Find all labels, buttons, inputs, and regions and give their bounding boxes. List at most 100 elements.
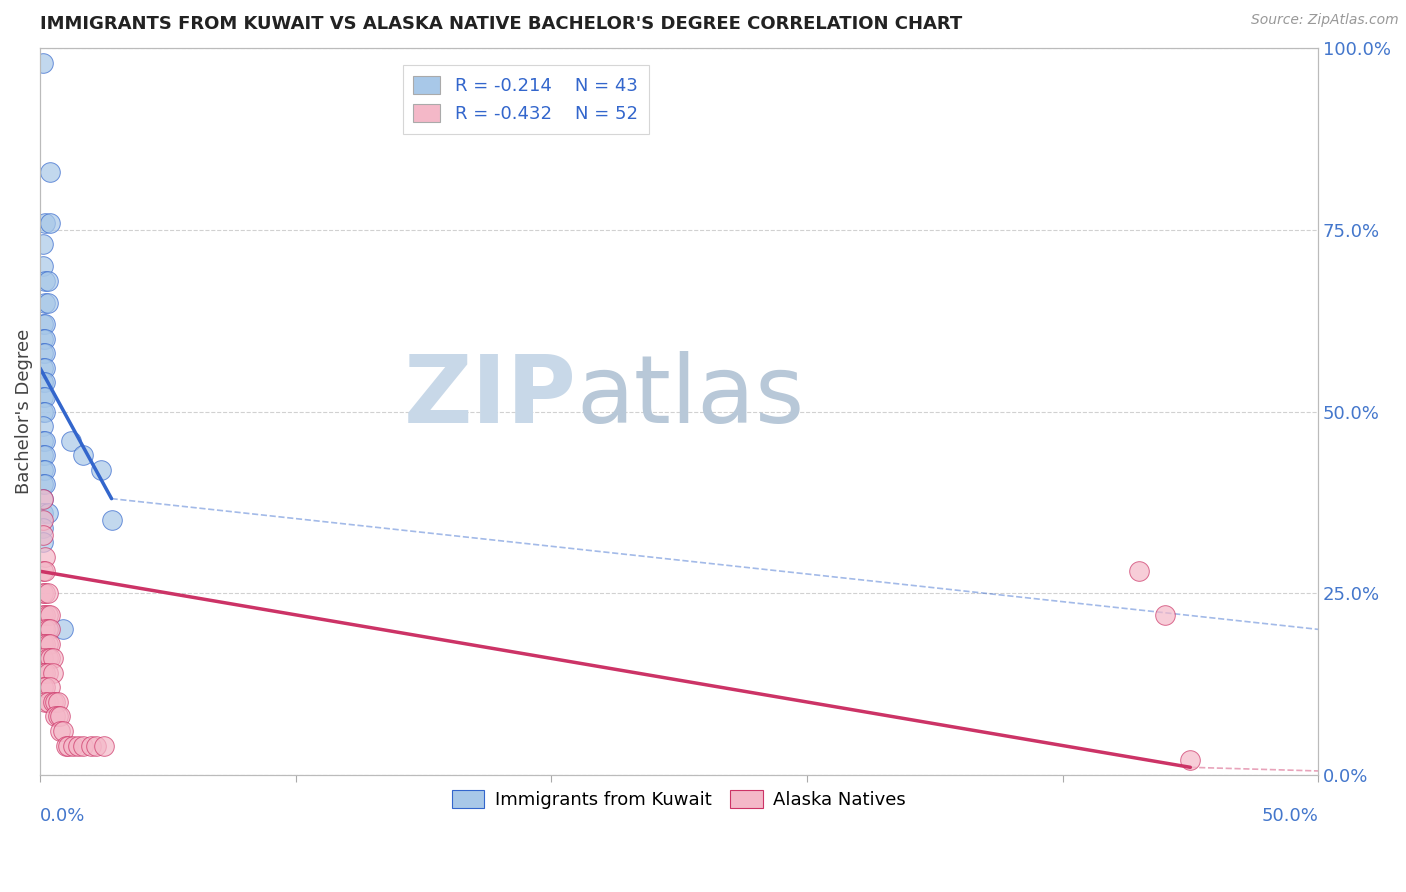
Point (93, 739, 115, 753)
Point (37, 607, 59, 622)
Point (34, 376, 56, 390)
Point (31, 360, 53, 375)
Point (31, 260, 53, 274)
Point (31, 651, 53, 665)
Point (31, 681, 53, 695)
Point (72, 739, 94, 753)
Point (34, 448, 56, 462)
Point (67, 739, 90, 753)
Point (31, 528, 53, 542)
Point (31, 513, 53, 527)
Text: 50.0%: 50.0% (1261, 807, 1319, 825)
Point (55, 739, 77, 753)
Point (42, 651, 65, 665)
Point (31, 332, 53, 346)
Point (37, 651, 59, 665)
Point (31, 665, 53, 680)
Point (31, 607, 53, 622)
Point (34, 623, 56, 637)
Point (59, 434, 82, 448)
Point (31, 521, 53, 535)
Point (49, 724, 72, 739)
Point (46, 709, 69, 723)
Point (31, 564, 53, 578)
Point (44, 709, 66, 723)
Text: IMMIGRANTS FROM KUWAIT VS ALASKA NATIVE BACHELOR'S DEGREE CORRELATION CHART: IMMIGRANTS FROM KUWAIT VS ALASKA NATIVE … (39, 15, 962, 33)
Point (44, 695, 66, 709)
Point (42, 665, 65, 680)
Point (34, 404, 56, 418)
Point (37, 665, 59, 680)
Point (37, 295, 59, 310)
Point (84, 739, 107, 753)
Point (34, 477, 56, 491)
Point (37, 623, 59, 637)
Point (72, 448, 94, 462)
Point (31, 462, 53, 476)
Point (39, 165, 62, 179)
Point (37, 586, 59, 600)
Point (34, 318, 56, 332)
Point (31, 390, 53, 404)
Point (31, 637, 53, 651)
Point (34, 549, 56, 564)
Point (34, 390, 56, 404)
Point (34, 434, 56, 448)
Point (31, 506, 53, 520)
Point (52, 623, 75, 637)
Point (31, 318, 53, 332)
Point (39, 216, 62, 230)
Point (34, 607, 56, 622)
Point (34, 216, 56, 230)
Point (1180, 753, 1202, 767)
Text: ZIP: ZIP (404, 351, 576, 443)
Point (37, 274, 59, 288)
Point (31, 491, 53, 506)
Point (39, 681, 62, 695)
Point (90, 462, 112, 476)
Point (31, 419, 53, 434)
Point (37, 695, 59, 709)
Text: 0.0%: 0.0% (39, 807, 86, 825)
Y-axis label: Bachelor's Degree: Bachelor's Degree (15, 329, 32, 494)
Point (31, 404, 53, 418)
Point (34, 274, 56, 288)
Point (34, 586, 56, 600)
Point (31, 376, 53, 390)
Point (39, 607, 62, 622)
Point (31, 56, 53, 70)
Point (34, 295, 56, 310)
Legend: R = -0.214    N = 43, R = -0.432    N = 52: R = -0.214 N = 43, R = -0.432 N = 52 (402, 65, 648, 134)
Point (62, 739, 84, 753)
Point (34, 637, 56, 651)
Point (39, 651, 62, 665)
Point (34, 332, 56, 346)
Point (31, 448, 53, 462)
Point (39, 637, 62, 651)
Point (31, 477, 53, 491)
Point (31, 491, 53, 506)
Point (37, 637, 59, 651)
Point (1128, 564, 1150, 578)
Point (31, 434, 53, 448)
Point (46, 695, 69, 709)
Point (34, 462, 56, 476)
Point (31, 346, 53, 360)
Point (49, 709, 72, 723)
Point (1153, 607, 1175, 622)
Point (31, 535, 53, 549)
Point (100, 513, 122, 527)
Point (34, 681, 56, 695)
Point (34, 695, 56, 709)
Point (31, 586, 53, 600)
Point (31, 237, 53, 252)
Point (42, 695, 65, 709)
Point (34, 564, 56, 578)
Text: Source: ZipAtlas.com: Source: ZipAtlas.com (1251, 13, 1399, 28)
Point (34, 346, 56, 360)
Point (37, 506, 59, 520)
Point (39, 623, 62, 637)
Text: atlas: atlas (576, 351, 806, 443)
Point (80, 739, 103, 753)
Point (56, 739, 79, 753)
